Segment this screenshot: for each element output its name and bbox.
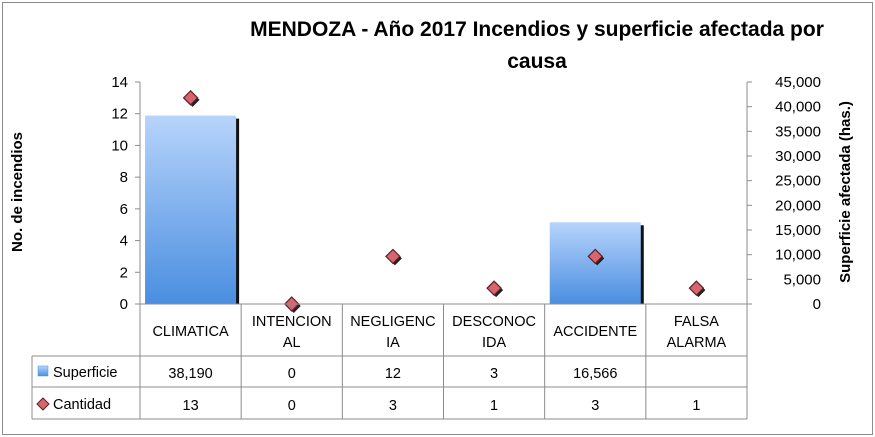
- category-label: NEGLIGENC: [350, 314, 435, 330]
- category-label: ACCIDENTE: [553, 324, 637, 340]
- y-right-tick-label: 45,000: [775, 74, 821, 91]
- marker-point: [587, 248, 604, 265]
- y-axis-right-title: Superficie afectada (has.): [837, 101, 854, 283]
- legend-label: Cantidad: [53, 397, 111, 413]
- y-right-tick-label: 30,000: [775, 148, 821, 165]
- y-left-tick-label: 12: [111, 106, 128, 123]
- y-axis-left-ticks: 14 12 10 8 6 4 2 0: [111, 74, 140, 313]
- table-cell-value: 12: [385, 366, 401, 382]
- legend-label: Superficie: [53, 365, 117, 381]
- bar: [145, 115, 237, 304]
- y-right-tick-label: 0: [813, 296, 821, 313]
- category-label: ALARMA: [667, 335, 727, 351]
- table-cell-value: 0: [288, 366, 296, 382]
- marker-point: [385, 248, 401, 265]
- legend-key-marker: [36, 397, 50, 411]
- marker-point: [688, 280, 705, 296]
- y-right-tick-label: 20,000: [775, 197, 821, 214]
- table-cell-value: 1: [490, 398, 498, 414]
- bar-series: [145, 115, 644, 304]
- y-right-tick-label: 25,000: [775, 173, 821, 190]
- table-cell-value: 0: [288, 398, 296, 414]
- table-cell-value: 1: [692, 398, 700, 414]
- category-label: DESCONOC: [452, 314, 536, 330]
- y-right-tick-label: 15,000: [775, 222, 821, 239]
- y-right-tick-label: 10,000: [775, 247, 821, 264]
- y-left-tick-label: 10: [111, 137, 128, 154]
- y-axis-right-ticks: 45,000 40,000 35,000 30,000 25,000 20,000 15,0…: [747, 74, 821, 313]
- table-cell-value: 38,190: [168, 366, 212, 382]
- table-cell-value: 3: [389, 398, 397, 414]
- y-axis-left-title: No. de incendios: [9, 132, 26, 252]
- y-left-tick-label: 4: [120, 233, 128, 250]
- y-right-tick-label: 35,000: [775, 123, 821, 140]
- y-left-tick-label: 0: [120, 296, 128, 313]
- table-cell-value: 16,566: [573, 366, 617, 382]
- category-label: FALSA: [674, 314, 719, 330]
- chart-title-line1: MENDOZA - Año 2017 Incendios y superfici…: [250, 18, 824, 41]
- y-left-tick-label: 8: [120, 169, 128, 186]
- marker-point: [182, 90, 199, 106]
- y-left-tick-label: 14: [111, 74, 128, 91]
- y-left-tick-label: 6: [120, 201, 128, 218]
- category-label: IDA: [482, 335, 507, 351]
- y-left-tick-label: 2: [120, 264, 128, 281]
- table-cell-value: 13: [183, 398, 199, 414]
- category-label: IA: [386, 335, 400, 351]
- table-cell-value: 3: [490, 366, 498, 382]
- marker-point: [486, 280, 502, 296]
- marker-series: [182, 90, 706, 313]
- chart-title-line2: causa: [507, 50, 567, 73]
- category-label: INTENCION: [252, 314, 332, 330]
- y-right-tick-label: 5,000: [783, 271, 821, 288]
- category-label: AL: [283, 335, 301, 351]
- category-label: CLIMATICA: [152, 324, 229, 340]
- table-cell-value: 3: [591, 398, 599, 414]
- y-right-tick-label: 40,000: [775, 99, 821, 116]
- data-table: CLIMATICA INTENCION AL NEGLIGENC IA DESCONOC I…: [31, 303, 748, 420]
- legend-key-bar: [37, 365, 49, 377]
